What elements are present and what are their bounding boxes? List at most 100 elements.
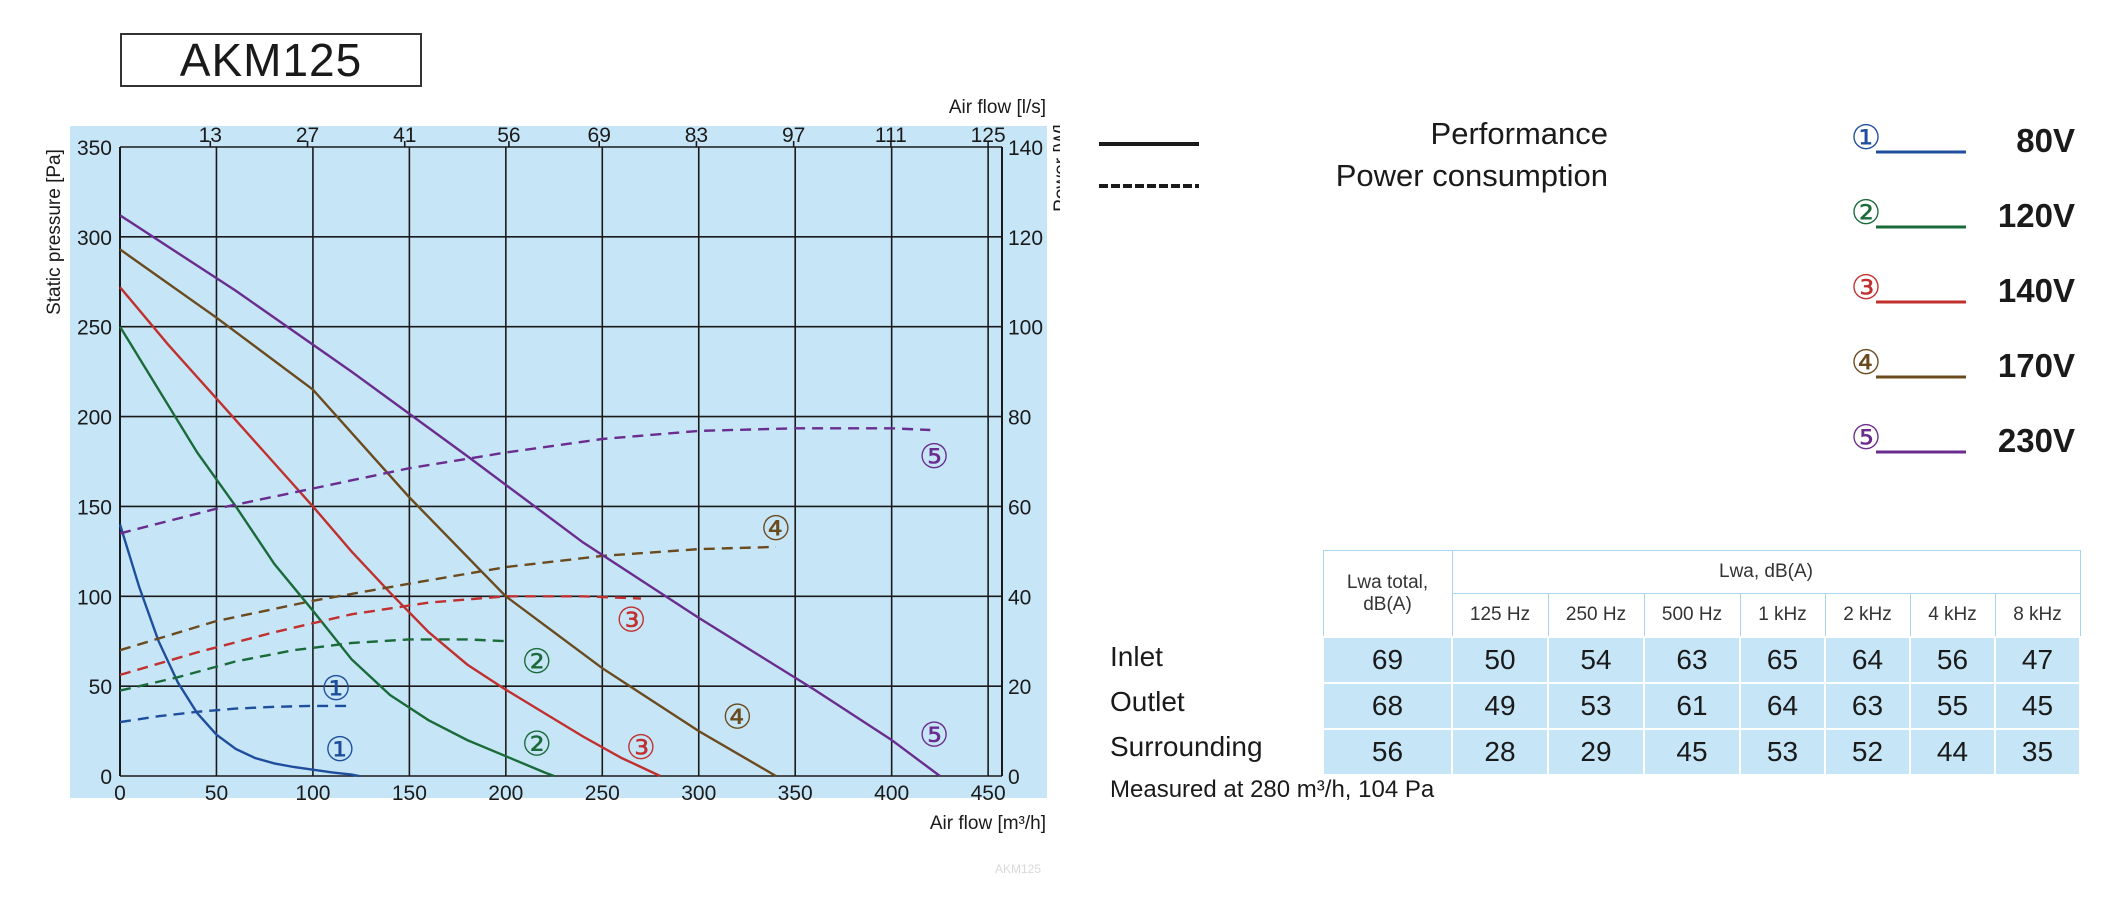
power-curve-marker-4: ④ [761, 510, 791, 548]
x-tick-label: 450 [971, 782, 1006, 805]
band-4khz: 4 kHz [1909, 593, 1996, 638]
table-cell: 35 [1994, 728, 2081, 776]
table-cell: 63 [1824, 682, 1911, 730]
x-tick-label: 350 [778, 782, 813, 805]
table-cell: 64 [1739, 682, 1826, 730]
table-cell: 63 [1643, 636, 1741, 684]
band-125hz: 125 Hz [1451, 593, 1549, 638]
measurement-note: Measured at 280 m³/h, 104 Pa [1110, 776, 1435, 803]
y-axis-title: Static pressure [Pa] [44, 149, 65, 315]
table-cell: 45 [1643, 728, 1741, 776]
watermark: AKM125 [995, 862, 1042, 876]
x2-tick-label: 69 [588, 124, 611, 147]
band-500hz: 500 Hz [1643, 593, 1741, 638]
x2-tick-label: 41 [393, 124, 416, 147]
table-cell: 56 [1322, 728, 1453, 776]
total-header: Lwa total, dB(A) [1322, 550, 1453, 638]
y2-tick-label: 20 [1008, 676, 1031, 699]
y2-tick-label: 40 [1008, 586, 1031, 609]
table-cell: 52 [1824, 728, 1911, 776]
performance-chart: 0 50 100 150 200 250 300 350 400 4500501001502002… [44, 97, 1060, 834]
power-curve-3 [119, 595, 641, 677]
x2-axis-title: Air flow [l/s] [949, 97, 1046, 118]
x2-tick-label: 56 [497, 124, 520, 147]
voltage-label-4: 170V [1997, 347, 2075, 384]
performance-curve-2 [118, 326, 555, 778]
performance-curve-marker-2: ② [521, 726, 551, 764]
performance-curve-marker-1: ① [325, 731, 355, 769]
y2-tick-label: 0 [1008, 766, 1020, 789]
y-tick-label: 300 [77, 227, 112, 250]
legend-power-label: Power consumption [1335, 158, 1608, 193]
legend-performance-label: Performance [1430, 116, 1608, 151]
y-tick-label: 200 [77, 407, 112, 430]
voltage-label-3: 140V [1997, 272, 2075, 309]
row-label-surrounding: Surrounding [1110, 731, 1263, 762]
y-tick-label: 350 [77, 137, 112, 160]
table-cell: 53 [1739, 728, 1826, 776]
table-cell: 68 [1322, 682, 1453, 730]
table-cell: 65 [1739, 636, 1826, 684]
table-cell: 55 [1909, 682, 1996, 730]
table-cell: 64 [1824, 636, 1911, 684]
power-curve-4 [119, 545, 776, 652]
y-tick-label: 150 [77, 496, 112, 519]
table-row: 69 50 54 63 65 64 56 47 [1322, 636, 2081, 684]
power-curve-marker-2: ② [521, 643, 551, 681]
x2-tick-label: 27 [296, 124, 319, 147]
y2-axis-title: Power [W] [1051, 124, 1060, 212]
power-curve-2 [119, 638, 506, 692]
x2-tick-label: 125 [971, 124, 1006, 147]
x-tick-label: 300 [681, 782, 716, 805]
power-curve-1 [119, 704, 352, 724]
x-tick-label: 100 [295, 782, 330, 805]
table-cell: 29 [1547, 728, 1645, 776]
table-cell: 45 [1994, 682, 2081, 730]
power-curve-5 [119, 427, 931, 535]
x2-tick-label: 97 [782, 124, 805, 147]
band-250hz: 250 Hz [1547, 593, 1645, 638]
power-curve-marker-5: ⑤ [919, 438, 949, 476]
table-cell: 47 [1994, 636, 2081, 684]
y-tick-label: 50 [89, 676, 112, 699]
row-label-outlet: Outlet [1110, 686, 1185, 717]
power-curve-marker-3: ③ [616, 602, 646, 640]
x-tick-label: 250 [585, 782, 620, 805]
x-tick-label: 50 [205, 782, 228, 805]
table-cell: 69 [1322, 636, 1453, 684]
y-tick-label: 100 [77, 586, 112, 609]
voltage-label-5: 230V [1997, 422, 2075, 459]
y2-tick-label: 140 [1008, 137, 1043, 160]
table-cell: 56 [1909, 636, 1996, 684]
table-row: 56 28 29 45 53 52 44 35 [1322, 728, 2081, 776]
voltage-label-1: 80V [2016, 122, 2075, 159]
performance-curve-5 [119, 214, 941, 777]
x-tick-label: 150 [392, 782, 427, 805]
performance-curve-marker-5: ⑤ [919, 717, 949, 755]
table-cell: 44 [1909, 728, 1996, 776]
performance-curve-4 [119, 248, 777, 778]
x2-tick-label: 83 [685, 124, 708, 147]
table-row: 68 49 53 61 64 63 55 45 [1322, 682, 2081, 730]
band-1khz: 1 kHz [1739, 593, 1826, 638]
x-axis-title: Air flow [m³/h] [930, 813, 1046, 834]
power-curve-marker-1: ① [321, 670, 351, 708]
chart-title: AKM125 [120, 33, 422, 87]
y-tick-label: 0 [100, 766, 112, 789]
y2-tick-label: 100 [1008, 317, 1043, 340]
table-cell: 61 [1643, 682, 1741, 730]
table-cell: 50 [1451, 636, 1549, 684]
table-cell: 54 [1547, 636, 1645, 684]
y-tick-label: 250 [77, 317, 112, 340]
y2-tick-label: 120 [1008, 227, 1043, 250]
band-8khz: 8 kHz [1994, 593, 2081, 638]
y2-tick-label: 60 [1008, 496, 1031, 519]
performance-curve-1 [118, 524, 360, 778]
performance-curve-marker-4: ④ [722, 699, 752, 737]
sound-power-table: Lwa total, dB(A) Lwa, dB(A) 125 Hz 250 H… [1322, 550, 2081, 776]
line-style-legend [1099, 142, 1199, 188]
x2-tick-label: 111 [875, 124, 907, 147]
x-tick-label: 200 [488, 782, 523, 805]
voltage-label-2: 120V [1997, 197, 2075, 234]
